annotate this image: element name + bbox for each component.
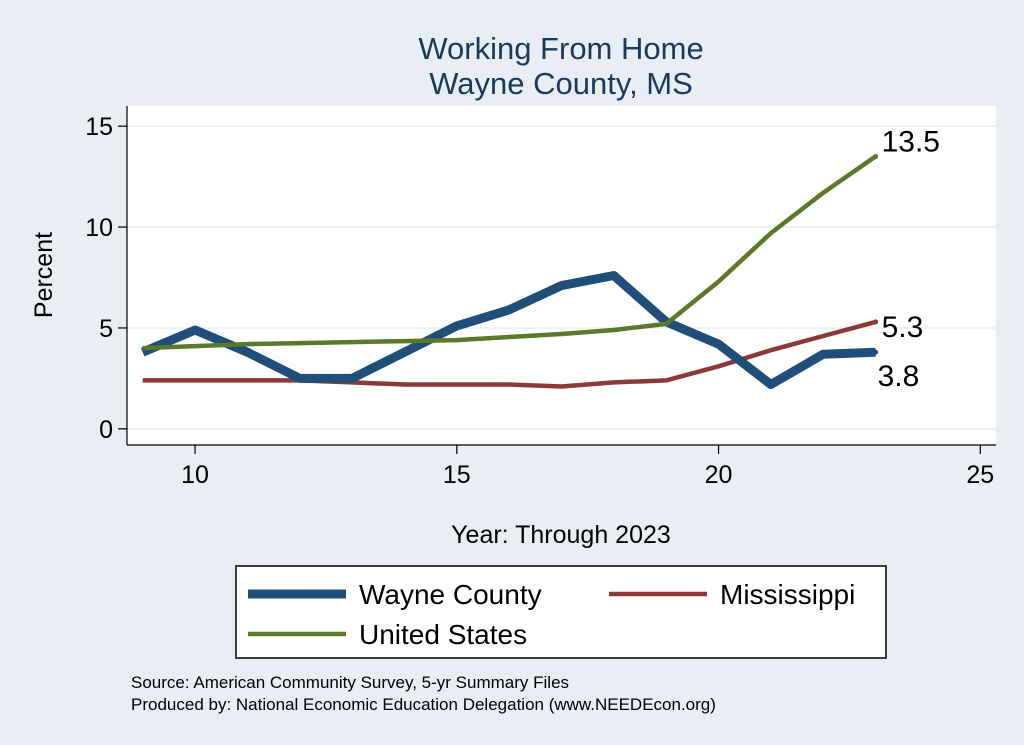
series-end-point-mississippi (873, 319, 879, 325)
chart-title-line-2: Wayne County, MS (429, 66, 693, 101)
axes: 0 5 10 15 10 15 20 25 (85, 106, 996, 489)
end-label-mississippi: 5.3 (882, 311, 924, 344)
plot-area (127, 106, 996, 445)
series-line-mississippi (142, 319, 877, 389)
legend-box (235, 565, 887, 659)
x-tick-label-10: 10 (181, 461, 209, 489)
legend-label-wayne-county: Wayne County (359, 579, 542, 610)
series-line-wayne-county (140, 271, 876, 389)
y-tick-label-5: 5 (99, 315, 113, 343)
end-label-wayne-county: 3.8 (878, 360, 920, 393)
y-tick-label-15: 15 (85, 113, 113, 141)
legend: Wayne County Mississippi United States (235, 565, 887, 659)
source-note: Source: American Community Survey, 5-yr … (131, 673, 569, 692)
chart-title-line-1: Working From Home (418, 31, 703, 66)
end-label-united-states: 13.5 (882, 125, 940, 158)
series-end-point-wayne-county (873, 349, 879, 355)
x-tick-label-15: 15 (443, 461, 471, 489)
legend-label-united-states: United States (359, 619, 527, 650)
x-tick-label-25: 25 (966, 461, 994, 489)
producer-note: Produced by: National Economic Education… (131, 695, 716, 714)
series-end-point-united-states (873, 153, 879, 159)
x-tick-label-20: 20 (705, 461, 733, 489)
y-axis-title: Percent (30, 232, 58, 318)
y-tick-label-0: 0 (99, 416, 113, 444)
x-axis-title: Year: Through 2023 (451, 521, 671, 549)
y-tick-label-10: 10 (85, 214, 113, 242)
series-lines (140, 153, 879, 389)
legend-label-mississippi: Mississippi (720, 579, 855, 610)
series-line-united-states (142, 154, 877, 351)
end-labels: 3.8 5.3 13.5 (878, 125, 940, 393)
